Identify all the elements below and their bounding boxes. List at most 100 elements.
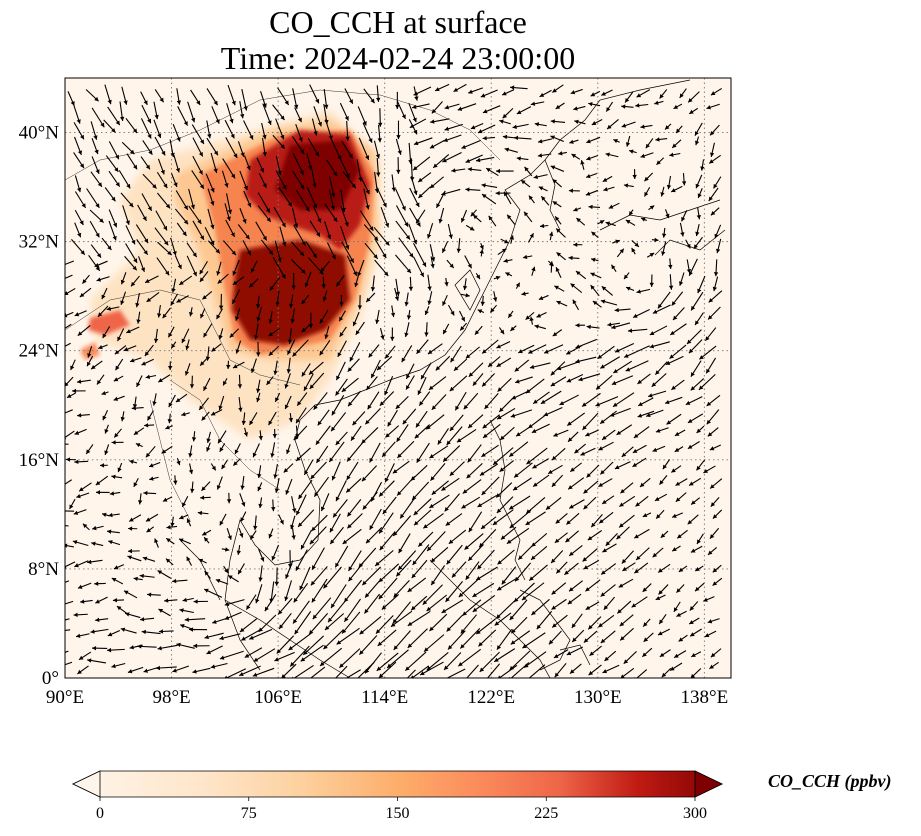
- wind-arrow-head: [589, 651, 595, 656]
- wind-arrow-head: [94, 149, 99, 155]
- wind-arrow-head: [149, 476, 154, 481]
- wind-arrow-head: [341, 387, 347, 392]
- wind-arrow-head: [495, 190, 500, 196]
- wind-arrow-head: [97, 182, 102, 187]
- wind-arrow-head: [689, 620, 694, 625]
- wind-arrow-head: [392, 618, 398, 624]
- wind-arrow-head: [139, 573, 144, 579]
- wind-arrow-head: [591, 121, 597, 125]
- wind-arrow-shaft: [595, 396, 619, 407]
- wind-arrow-head: [497, 675, 502, 678]
- wind-arrow-head: [583, 638, 589, 643]
- wind-arrow-head: [450, 310, 455, 316]
- wind-arrow-head: [231, 173, 236, 179]
- wind-arrow-shaft: [526, 447, 548, 465]
- wind-arrow-head: [137, 500, 143, 505]
- wind-arrow-head: [652, 447, 658, 452]
- wind-arrow-head: [456, 438, 462, 443]
- wind-arrow-head: [499, 119, 504, 124]
- wind-arrow-head: [365, 419, 370, 425]
- wind-arrow-head: [74, 563, 79, 568]
- wind-arrow-head: [592, 300, 598, 306]
- wind-arrow-shaft: [399, 498, 415, 519]
- wind-arrow-head: [365, 538, 371, 544]
- wind-arrow-head: [427, 286, 432, 291]
- wind-arrow-head: [234, 449, 239, 455]
- wind-arrow-head: [544, 349, 549, 354]
- wind-arrow-head: [161, 150, 166, 156]
- wind-arrow-head: [479, 542, 484, 548]
- wind-arrow-shaft: [459, 628, 481, 649]
- wind-arrow-head: [285, 490, 290, 495]
- wind-arrow-head: [599, 519, 604, 524]
- wind-arrow-head: [461, 144, 466, 149]
- wind-arrow-head: [423, 524, 428, 529]
- wind-arrow-head: [167, 250, 172, 256]
- wind-arrow-head: [286, 369, 291, 374]
- wind-arrow-head: [510, 413, 516, 418]
- wind-arrow-head: [115, 182, 120, 187]
- wind-arrow-shaft: [462, 599, 482, 617]
- wind-arrow-head: [451, 573, 457, 578]
- wind-arrow-head: [130, 358, 135, 363]
- wind-arrow-head: [282, 241, 287, 247]
- wind-arrow-head: [272, 434, 277, 439]
- wind-arrow-head: [113, 396, 119, 401]
- wind-arrow-head: [230, 133, 235, 139]
- wind-arrow-head: [369, 457, 374, 463]
- wind-arrow-shaft: [378, 563, 400, 583]
- wind-arrow-head: [366, 297, 371, 302]
- wind-arrow-head: [284, 596, 289, 601]
- wind-arrow-shaft: [521, 582, 545, 601]
- wind-arrow-head: [352, 271, 357, 276]
- wind-arrow-head: [648, 393, 653, 398]
- wind-arrow-head: [602, 548, 607, 553]
- wind-arrow-head: [189, 384, 195, 389]
- wind-arrow-head: [240, 152, 245, 157]
- wind-arrow-head: [710, 502, 716, 507]
- wind-arrow-head: [675, 497, 681, 502]
- wind-arrow-head: [431, 490, 437, 495]
- wind-arrow-head: [538, 139, 543, 144]
- wind-arrow-head: [256, 397, 261, 403]
- wind-arrow-head: [456, 248, 461, 253]
- wind-arrow-head: [703, 597, 708, 602]
- wind-arrow-head: [476, 576, 481, 581]
- x-tick-label: 90°E: [46, 687, 84, 708]
- wind-arrow-head: [411, 573, 417, 579]
- wind-arrow-head: [468, 556, 473, 561]
- wind-arrow-head: [407, 621, 413, 626]
- wind-arrow-head: [290, 524, 295, 530]
- wind-arrow-head: [550, 165, 556, 170]
- wind-arrow-head: [477, 129, 483, 134]
- wind-arrow-head: [540, 399, 546, 404]
- wind-arrow-head: [597, 354, 603, 359]
- wind-arrow-head: [710, 652, 716, 658]
- wind-arrow-head: [646, 412, 651, 418]
- wind-arrow-head: [642, 652, 647, 657]
- wind-arrow-head: [280, 134, 285, 140]
- wind-arrow-head: [635, 103, 640, 108]
- wind-arrow-head: [481, 490, 486, 495]
- wind-arrow-shaft: [359, 635, 378, 656]
- wind-arrow-shaft: [313, 476, 329, 497]
- wind-arrow-head: [490, 308, 495, 313]
- wind-arrow-head: [236, 550, 241, 555]
- wind-arrow-head: [591, 257, 596, 262]
- wind-arrow-head: [79, 487, 84, 492]
- wind-arrow-head: [315, 98, 320, 104]
- wind-arrow-head: [673, 315, 678, 321]
- wind-arrow-shaft: [65, 342, 71, 347]
- wind-arrow-head: [301, 269, 306, 274]
- wind-arrow-head: [255, 598, 260, 604]
- wind-arrow-head: [358, 563, 363, 568]
- wind-arrow-head: [571, 153, 577, 158]
- wind-arrow-head: [80, 134, 84, 140]
- wind-arrow-head: [522, 254, 528, 260]
- wind-arrow-head: [123, 347, 129, 352]
- wind-arrow-head: [287, 202, 293, 207]
- wind-arrow-shaft: [492, 509, 514, 526]
- wind-arrow-head: [70, 365, 75, 371]
- wind-arrow-head: [77, 331, 83, 336]
- wind-arrow-head: [649, 331, 655, 336]
